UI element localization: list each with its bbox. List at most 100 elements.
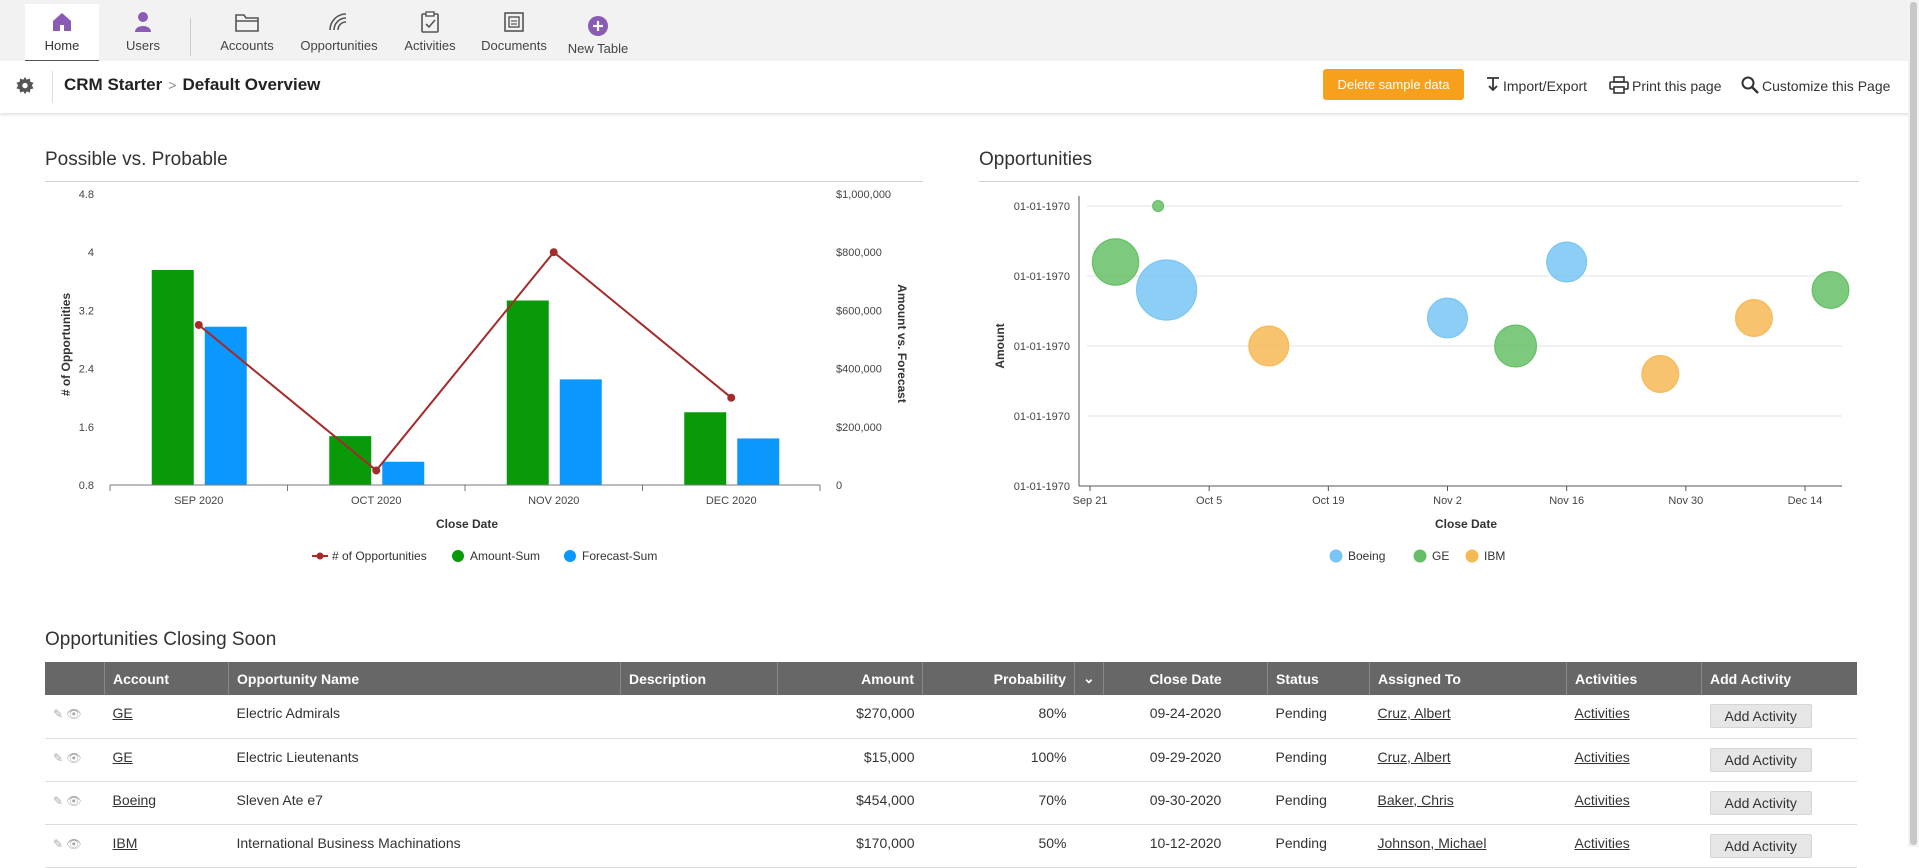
import-export-link[interactable]: Import/Export	[1486, 76, 1587, 94]
activities-link[interactable]: Activities	[1574, 748, 1630, 765]
assigned-to-link[interactable]: Cruz, Albert	[1377, 748, 1451, 765]
nav-activities[interactable]: Activities	[396, 4, 464, 60]
legend-item[interactable]: IBM	[1465, 549, 1505, 563]
legend-item[interactable]: # of Opportunities	[312, 549, 427, 563]
add-activity-button[interactable]: Add Activity	[1709, 747, 1812, 772]
add-activity-button[interactable]: Add Activity	[1709, 833, 1812, 858]
close-date-cell: 09-30-2020	[1103, 781, 1268, 825]
edit-icon[interactable]: ✎	[53, 836, 64, 851]
header-activities[interactable]: Activities	[1566, 662, 1702, 695]
legend-item[interactable]: GE	[1413, 549, 1449, 563]
account-link[interactable]: GE	[112, 748, 133, 765]
bar-forecast-sum[interactable]	[382, 461, 425, 485]
assigned-to-link[interactable]: Cruz, Albert	[1377, 705, 1451, 721]
view-icon[interactable]: 👁	[66, 836, 82, 851]
status-cell: Pending	[1267, 738, 1370, 782]
nav-accounts[interactable]: Accounts	[212, 4, 282, 60]
y2-tick-label: $1,000,000	[836, 189, 891, 201]
assigned-to-link[interactable]: Johnson, Michael	[1377, 834, 1487, 851]
gear-icon[interactable]	[16, 77, 34, 95]
line-point[interactable]	[727, 393, 736, 402]
activities-link[interactable]: Activities	[1574, 791, 1630, 808]
view-icon[interactable]: 👁	[66, 750, 82, 765]
delete-sample-data-button[interactable]: Delete sample data	[1323, 69, 1464, 100]
legend-label: IBM	[1484, 549, 1505, 563]
bar-forecast-sum[interactable]	[559, 379, 602, 485]
bubble-ge[interactable]	[1811, 271, 1850, 309]
header-description[interactable]: Description	[620, 662, 778, 695]
bar-forecast-sum[interactable]	[737, 438, 780, 485]
add-activity-button[interactable]: Add Activity	[1709, 704, 1812, 728]
header-status[interactable]: Status	[1267, 662, 1370, 695]
nav-accounts-label: Accounts	[220, 38, 274, 53]
bubble-boeing[interactable]	[1546, 241, 1588, 283]
assigned-to-link[interactable]: Baker, Chris	[1377, 791, 1454, 808]
bubble-ge[interactable]	[1494, 324, 1538, 368]
header-account[interactable]: Account	[104, 662, 229, 695]
bubble-ge[interactable]	[1091, 238, 1140, 286]
page-scrollbar[interactable]	[1908, 0, 1919, 847]
bubble-ibm[interactable]	[1734, 299, 1773, 337]
possible-vs-probable-chart: 4.8 4 3.2 2.4 1.6 0.8 $1,000,000 $800,000 $600,0…	[59, 189, 909, 563]
x-tick-label: Nov 30	[1668, 495, 1703, 507]
bar-amount-sum[interactable]	[151, 269, 194, 485]
line-point[interactable]	[549, 248, 558, 257]
header-assigned-to[interactable]: Assigned To	[1369, 662, 1567, 695]
print-link[interactable]: Print this page	[1609, 76, 1722, 94]
legend-dot	[564, 550, 576, 562]
header-amount[interactable]: Amount	[777, 662, 923, 695]
legend-label: GE	[1432, 549, 1449, 563]
header-probability[interactable]: Probability	[922, 662, 1075, 695]
activities-link[interactable]: Activities	[1574, 834, 1630, 851]
closing-soon-title: Opportunities Closing Soon	[45, 629, 277, 650]
y2-tick-label: $400,000	[836, 364, 882, 376]
x-tick-label: Nov 2	[1433, 495, 1462, 507]
bubble-boeing[interactable]	[1136, 259, 1198, 321]
nav-opportunities[interactable]: Opportunities	[296, 4, 382, 60]
bar-amount-sum[interactable]	[684, 412, 727, 485]
edit-icon[interactable]: ✎	[53, 750, 64, 765]
legend-item[interactable]: Amount-Sum	[452, 549, 540, 563]
breadcrumb-app[interactable]: CRM Starter	[64, 75, 163, 94]
line-point[interactable]	[194, 320, 203, 329]
add-activity-button[interactable]: Add Activity	[1709, 790, 1812, 815]
opportunity-name: Electric Lieutenants	[228, 738, 621, 782]
account-link[interactable]: Boeing	[112, 791, 157, 808]
legend-label: Forecast-Sum	[582, 549, 657, 563]
import-export-label: Import/Export	[1503, 78, 1588, 94]
header-close-date[interactable]: Close Date	[1103, 662, 1268, 695]
edit-icon[interactable]: ✎	[53, 707, 64, 721]
section-divider	[45, 181, 923, 182]
account-link[interactable]: IBM	[112, 834, 138, 851]
bubble-ge[interactable]	[1152, 199, 1165, 213]
legend-item[interactable]: Forecast-Sum	[564, 549, 657, 563]
nav-activities-label: Activities	[404, 38, 456, 53]
account-link[interactable]: GE	[112, 705, 133, 721]
legend-item[interactable]: Boeing	[1329, 549, 1385, 563]
y-tick-label: 4	[88, 247, 94, 259]
legend-dot	[1465, 549, 1479, 563]
bubble-boeing[interactable]	[1426, 297, 1469, 339]
activities-link[interactable]: Activities	[1574, 705, 1630, 721]
header-opportunity-name[interactable]: Opportunity Name	[228, 662, 621, 695]
nav-documents[interactable]: Documents	[478, 4, 550, 60]
edit-icon[interactable]: ✎	[53, 793, 64, 808]
probability-cell: 80%	[922, 695, 1075, 739]
y2-tick-label: 0	[836, 480, 842, 492]
sort-desc-icon[interactable]: ⌄	[1074, 662, 1104, 695]
x-tick-label: Dec 14	[1788, 495, 1823, 507]
scrollbar-thumb[interactable]	[1910, 2, 1917, 845]
x-axis-label: Close Date	[436, 517, 498, 531]
y-axis-label: # of Opportunities	[59, 293, 73, 397]
bubble-ibm[interactable]	[1641, 355, 1680, 393]
view-icon[interactable]: 👁	[66, 707, 82, 721]
nav-users[interactable]: Users	[108, 4, 178, 60]
bubble-ibm[interactable]	[1248, 325, 1290, 367]
view-icon[interactable]: 👁	[66, 793, 82, 808]
bar-forecast-sum[interactable]	[204, 326, 247, 485]
line-point[interactable]	[372, 466, 381, 475]
y-tick-label: 01-01-1970	[1014, 411, 1070, 423]
bar-amount-sum[interactable]	[506, 300, 549, 485]
nav-new-table[interactable]: New Table	[564, 4, 632, 60]
customize-link[interactable]: Customize this Page	[1741, 76, 1890, 94]
